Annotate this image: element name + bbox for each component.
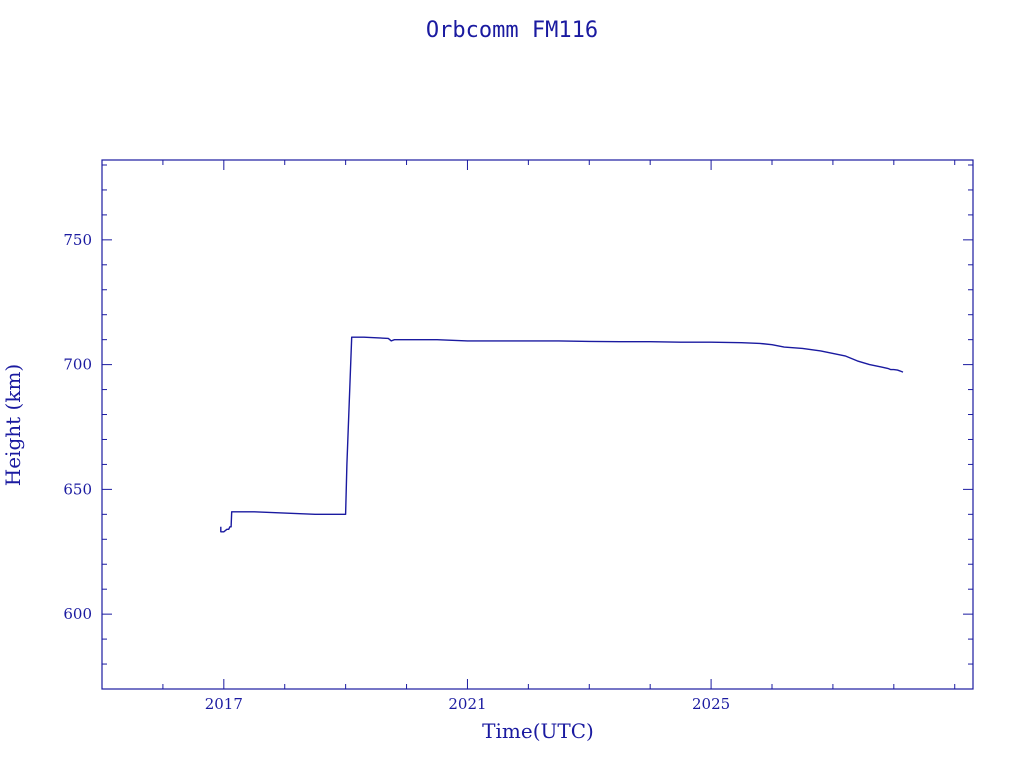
height-series-line	[220, 336, 904, 533]
x-tick-label: 2017	[205, 695, 243, 713]
y-tick-label: 700	[63, 356, 92, 374]
plot-frame	[101, 159, 974, 690]
chart-title: Orbcomm FM116	[426, 18, 598, 43]
x-tick-label: 2021	[448, 695, 486, 713]
x-tick-label: 2025	[692, 695, 730, 713]
y-tick-label: 750	[63, 231, 92, 249]
x-axis-label: Time(UTC)	[482, 719, 594, 743]
y-tick-label: 600	[63, 605, 92, 623]
axis-ticks	[101, 160, 973, 690]
tick-labels: 2017 2021 2025 600 650 700 750	[63, 231, 730, 713]
y-axis-label: Height (km)	[1, 364, 25, 486]
y-tick-label: 650	[63, 480, 92, 498]
data-series	[220, 336, 904, 533]
